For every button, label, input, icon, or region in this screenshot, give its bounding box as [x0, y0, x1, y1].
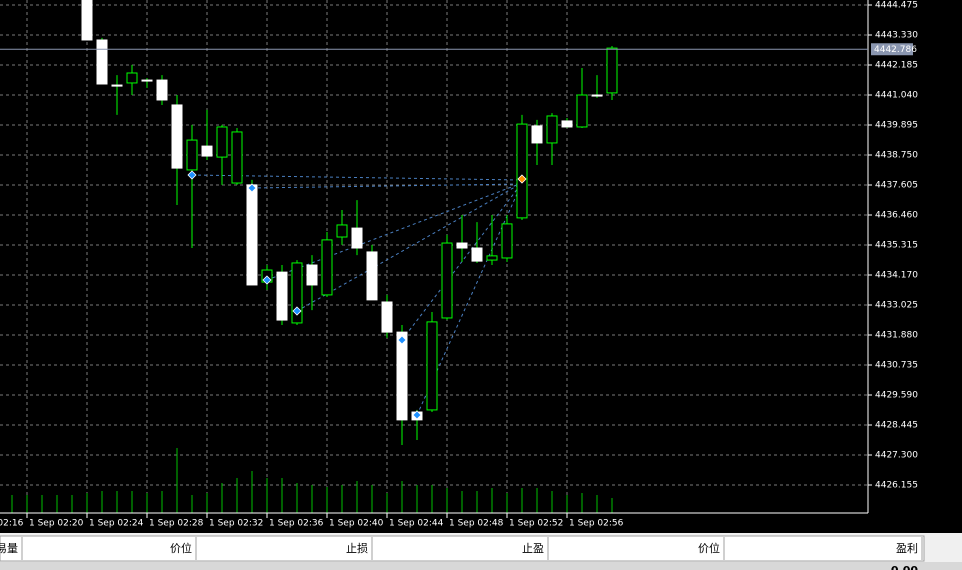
candle-body	[321, 239, 333, 296]
candle-body	[591, 94, 603, 97]
x-tick-label: 1 Sep 02:52	[509, 519, 563, 529]
candle-body	[396, 331, 408, 421]
axes: 4444.475 4443.330 4442.185 4441.040 4439.895…	[0, 1, 918, 529]
y-tick-label: 4433.025	[875, 300, 918, 310]
trade-marker	[517, 174, 527, 184]
trade-markers	[187, 170, 527, 420]
terminal-table: 易量 价位 止损 止盈 价位 盈利 0.00	[0, 537, 923, 570]
y-tick-label: 4442.185	[875, 61, 918, 71]
y-tick-label: 4427.300	[875, 450, 918, 460]
candle-body	[276, 271, 288, 321]
profit-value: 0.00	[891, 564, 918, 570]
x-tick-label: 1 Sep 02:16	[0, 519, 24, 529]
candle-body	[81, 0, 93, 41]
y-tick-label: 4430.735	[875, 360, 918, 370]
column-header[interactable]: 价位	[698, 541, 720, 555]
candle-body	[441, 242, 453, 319]
candle-body	[516, 123, 528, 219]
candle-body	[576, 94, 588, 128]
candle-body	[471, 247, 483, 262]
y-tick-label: 4436.460	[875, 210, 918, 220]
candle-body	[171, 104, 183, 169]
y-tick-label: 4434.170	[875, 270, 918, 280]
candle-body	[501, 223, 513, 259]
trade-marker	[292, 306, 302, 316]
y-tick-label: 4426.155	[875, 480, 918, 490]
candle-body	[336, 224, 348, 238]
y-tick-label: 4428.445	[875, 420, 918, 430]
grid	[0, 0, 868, 513]
candle-body	[126, 72, 138, 84]
candle-body	[486, 255, 498, 261]
y-tick-label: 4431.880	[875, 330, 918, 340]
trade-line	[191, 174, 523, 181]
candle-body	[306, 264, 318, 286]
x-tick-label: 1 Sep 02:40	[329, 519, 384, 529]
terminal-header	[0, 535, 925, 562]
y-tick-label: 4437.605	[875, 180, 918, 190]
x-tick-label: 1 Sep 02:56	[569, 519, 624, 529]
y-tick-label: 4429.590	[875, 390, 918, 400]
column-header[interactable]: 盈利	[896, 542, 918, 555]
x-tick-label: 1 Sep 02:24	[89, 519, 144, 529]
candle-body	[96, 39, 108, 85]
x-tick-label: 1 Sep 02:20	[29, 519, 84, 529]
volume-layer	[11, 448, 613, 513]
candle-body	[381, 301, 393, 333]
trade-marker	[247, 183, 257, 193]
candle-body	[456, 242, 468, 249]
candle-body	[531, 125, 543, 144]
column-header[interactable]: 价位	[170, 541, 192, 555]
candle-body	[351, 227, 363, 249]
x-tick-label: 1 Sep 02:32	[209, 519, 263, 529]
candle-body	[141, 79, 153, 82]
y-tick-label: 4439.895	[875, 121, 918, 131]
y-tick-label: 4444.475	[875, 1, 918, 11]
candle-body	[231, 131, 243, 184]
candle-body	[201, 145, 213, 157]
trade-marker	[397, 335, 407, 345]
x-tick-label: 1 Sep 02:44	[389, 519, 444, 529]
trade-marker	[262, 275, 272, 285]
y-tick-label: 4435.315	[875, 240, 918, 250]
trade-marker	[187, 170, 197, 180]
current-price-box	[871, 43, 913, 56]
column-header[interactable]: 止损	[346, 541, 368, 555]
y-tick-label: 4438.750	[875, 151, 918, 161]
candle-body	[606, 47, 618, 94]
current-price-label: 4442.786	[874, 45, 917, 55]
trade-line	[296, 182, 523, 312]
candle-body	[561, 120, 573, 128]
candle-body	[546, 115, 558, 144]
column-header[interactable]: 止盈	[522, 542, 544, 555]
candle-body	[186, 139, 198, 171]
candle-body	[246, 184, 258, 286]
column-header[interactable]: 易量	[0, 542, 18, 555]
candle-body	[111, 84, 123, 87]
candle-body	[426, 321, 438, 411]
candle-body	[291, 262, 303, 324]
candle-body	[156, 79, 168, 101]
candle-body	[216, 126, 228, 158]
y-tick-label: 4443.330	[875, 31, 918, 41]
x-tick-label: 1 Sep 02:28	[149, 519, 204, 529]
trade-marker	[412, 410, 422, 420]
terminal-row	[0, 562, 962, 570]
x-tick-label: 1 Sep 02:48	[449, 519, 504, 529]
candles	[81, 0, 618, 446]
candle-body	[366, 251, 378, 301]
y-tick-label: 4441.040	[875, 91, 918, 101]
x-tick-label: 1 Sep 02:36	[269, 519, 324, 529]
